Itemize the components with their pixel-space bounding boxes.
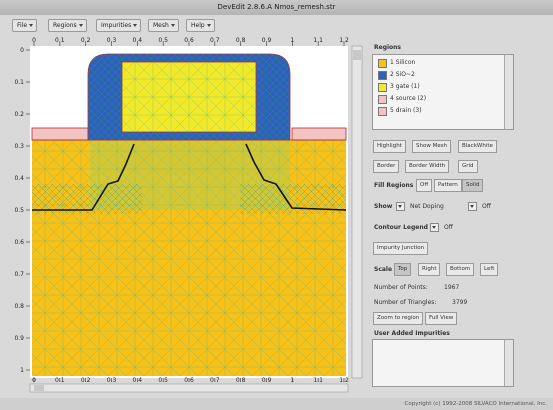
ruler-label: 0.7 xyxy=(210,37,220,44)
points-label: Number of Points: xyxy=(374,284,428,291)
user-impurities-label: User Added Impurities xyxy=(374,330,450,337)
ruler-label: 0.5 xyxy=(158,37,168,44)
border-width-button[interactable]: Border Width xyxy=(405,160,449,173)
fill-solid-button[interactable]: Solid xyxy=(462,179,483,192)
gate-mesh xyxy=(122,62,256,132)
border-button[interactable]: Border xyxy=(373,160,399,173)
impurity-junction-button[interactable]: Impurity Junction xyxy=(373,242,428,255)
ruler-label: 0.9 xyxy=(14,335,24,342)
show-dropdown[interactable] xyxy=(396,202,405,211)
ruler-label: 1 xyxy=(20,367,24,374)
menu-regions[interactable]: Regions xyxy=(48,19,87,32)
ruler-label: 1.1 xyxy=(313,377,323,384)
ruler-label: 0.4 xyxy=(133,37,143,44)
fill-off-button[interactable]: Off xyxy=(416,179,432,192)
ruler-label: 0 xyxy=(32,377,36,384)
menu-help[interactable]: Help xyxy=(186,19,215,32)
region-item[interactable]: 4 source (2) xyxy=(390,95,426,102)
full-view-button[interactable]: Full View xyxy=(425,312,457,325)
ruler-label: 0.9 xyxy=(262,37,272,44)
ruler-label: 0 xyxy=(32,37,36,44)
region-swatch xyxy=(378,71,387,80)
ruler-label: 1.2 xyxy=(339,377,349,384)
show-mesh-button[interactable]: Show Mesh xyxy=(412,140,451,153)
region-item[interactable]: 1 Silicon xyxy=(390,59,415,66)
points-value: 1967 xyxy=(444,284,459,291)
horizontal-scroll-thumb[interactable] xyxy=(34,385,44,391)
zoom-to-region-button[interactable]: Zoom to region xyxy=(373,312,423,325)
ruler-label: 0.3 xyxy=(107,37,117,44)
contour-legend-value: Off xyxy=(444,224,453,231)
horizontal-scrollbar[interactable] xyxy=(30,384,348,392)
region-swatch xyxy=(378,59,387,68)
ruler-label: 0.4 xyxy=(14,175,24,182)
region-swatch xyxy=(378,95,387,104)
ruler-label: 0.6 xyxy=(14,239,24,246)
contour-legend-dropdown[interactable] xyxy=(430,223,439,232)
scale-bottom-button[interactable]: Bottom xyxy=(446,263,474,276)
impurities-scrollbar[interactable] xyxy=(504,340,513,386)
ruler-label: 0.2 xyxy=(81,37,91,44)
scale-label: Scale xyxy=(374,266,392,273)
drain xyxy=(292,128,346,140)
region-swatch xyxy=(378,107,387,116)
show-state-dropdown[interactable] xyxy=(468,202,477,211)
region-item[interactable]: 3 gate (1) xyxy=(390,83,420,90)
ruler-label: 0.5 xyxy=(158,377,168,384)
triangles-label: Number of Triangles: xyxy=(374,299,436,306)
ruler-label: 0.7 xyxy=(210,377,220,384)
regions-label: Regions xyxy=(374,44,401,51)
ruler-label: 0.1 xyxy=(55,37,65,44)
region-swatch xyxy=(378,83,387,92)
triangles-value: 3799 xyxy=(452,299,467,306)
blackwhite-button[interactable]: BlackWhite xyxy=(458,140,497,153)
ruler-label: 0.2 xyxy=(14,111,24,118)
region-item[interactable]: 2 SiO~2 xyxy=(390,71,415,78)
ruler-label: 0.9 xyxy=(262,377,272,384)
ruler-label: 1.2 xyxy=(339,37,349,44)
regions-scrollbar[interactable] xyxy=(504,55,513,129)
ruler-label: 0.1 xyxy=(14,79,24,86)
source xyxy=(32,128,88,140)
ruler-label: 0.3 xyxy=(107,377,117,384)
contour-legend-label: Contour Legend xyxy=(374,224,428,231)
menu-file[interactable]: File xyxy=(12,19,37,32)
menu-impurities[interactable]: Impurities xyxy=(96,19,141,32)
footer: Copyright (c) 1992-2008 SILVACO Internat… xyxy=(405,401,547,407)
show-label: Show xyxy=(374,203,392,210)
scale-left-button[interactable]: Left xyxy=(480,263,498,276)
ruler-label: 0.3 xyxy=(14,143,24,150)
grid-button[interactable]: Grid xyxy=(458,160,478,173)
show-state: Off xyxy=(482,203,491,210)
highlight-button[interactable]: Highlight xyxy=(373,140,406,153)
ruler-label: 0.2 xyxy=(81,377,91,384)
menu-mesh[interactable]: Mesh xyxy=(148,19,179,32)
ruler-label: 0.7 xyxy=(14,271,24,278)
vertical-scroll-thumb[interactable] xyxy=(353,50,361,60)
ruler-label: 0.8 xyxy=(236,377,246,384)
ruler-label: 0.8 xyxy=(14,303,24,310)
show-value: Net Doping xyxy=(410,203,444,210)
fill-pattern-button[interactable]: Pattern xyxy=(434,179,462,192)
user-impurities-list xyxy=(372,339,514,387)
ruler-label: 0.8 xyxy=(236,37,246,44)
ruler-label: 0.6 xyxy=(184,377,194,384)
device-canvas: 0 0.1 0.2 0.3 0.4 0.5 0.6 0.7 0.8 0.9 1 1.1 1.2 0 0.1 0… xyxy=(0,34,368,400)
ruler-label: 1 xyxy=(290,37,294,44)
ruler-label: 0 xyxy=(20,47,24,54)
vertical-scrollbar[interactable] xyxy=(352,46,362,378)
scale-top-button[interactable]: Top xyxy=(394,263,411,276)
ruler-label: 0.4 xyxy=(133,377,143,384)
window-title: DevEdit 2.8.6.A Nmos_remesh.str xyxy=(0,0,553,15)
region-item[interactable]: 5 drain (3) xyxy=(390,107,422,114)
ruler-label: 0.6 xyxy=(184,37,194,44)
ruler-label: 1 xyxy=(290,377,294,384)
ruler-label: 1.1 xyxy=(313,37,323,44)
devedit-window: DevEdit 2.8.6.A Nmos_remesh.str File Reg… xyxy=(0,0,553,410)
fill-regions-label: Fill Regions xyxy=(374,182,413,189)
scale-right-button[interactable]: Right xyxy=(418,263,440,276)
ruler-label: 0.5 xyxy=(14,207,24,214)
ruler-label: 0.1 xyxy=(55,377,65,384)
